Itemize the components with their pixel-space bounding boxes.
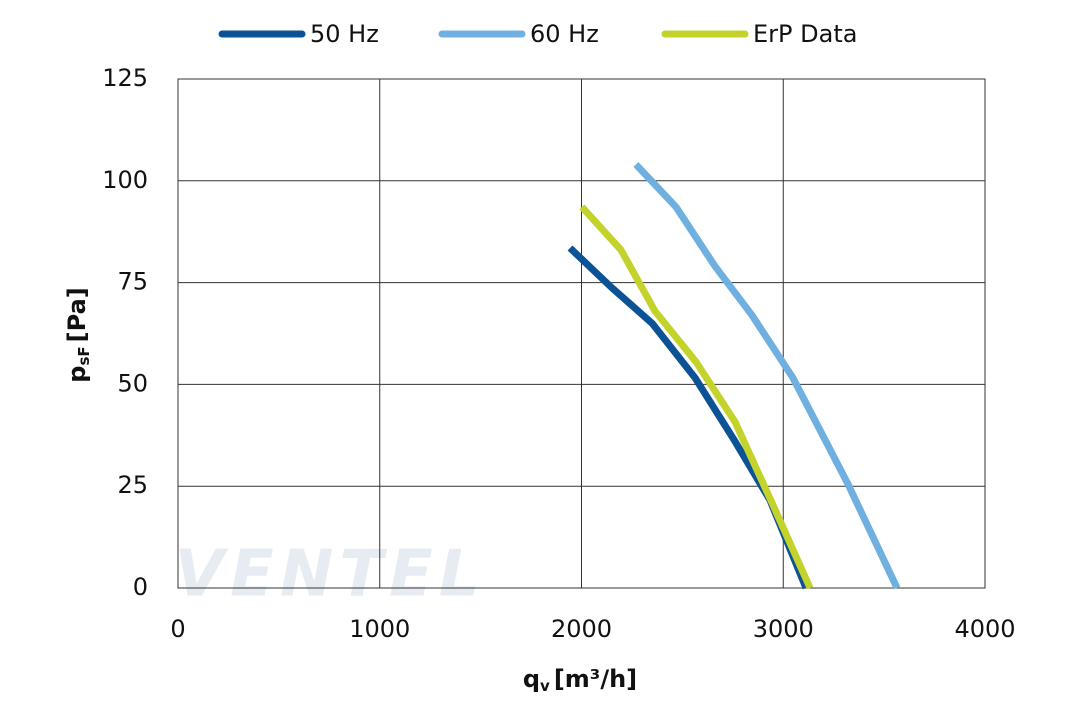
y-axis-label: psF [Pa]	[63, 287, 93, 382]
y-tick-label: 0	[133, 573, 148, 601]
x-tick-label: 1000	[349, 615, 410, 643]
series-line	[579, 204, 814, 590]
x-axis-label-sub: v	[540, 677, 550, 695]
series-line	[567, 245, 810, 590]
y-tick-label: 125	[102, 64, 148, 92]
x-tick-label: 2000	[551, 615, 612, 643]
watermark: VENTEL	[175, 538, 486, 612]
y-axis-label-main: p	[63, 366, 91, 383]
x-tick-label: 0	[170, 615, 185, 643]
y-tick-label: 50	[117, 369, 148, 397]
y-axis-label-unit: [Pa]	[63, 287, 91, 342]
x-tick-label: 3000	[753, 615, 814, 643]
x-tick-label: 4000	[954, 615, 1015, 643]
legend-label: 60 Hz	[530, 20, 599, 48]
y-tick-label: 75	[117, 268, 148, 296]
y-tick-label: 25	[117, 471, 148, 499]
x-axis-label-unit: [m³/h]	[554, 665, 637, 693]
y-tick-label: 100	[102, 166, 148, 194]
legend-label: ErP Data	[753, 20, 857, 48]
x-axis-label: qv [m³/h]	[523, 665, 637, 695]
x-axis-label-main: q	[523, 665, 540, 693]
legend-label: 50 Hz	[310, 20, 379, 48]
series-line	[633, 162, 901, 590]
y-axis-label-sub: sF	[75, 346, 93, 365]
